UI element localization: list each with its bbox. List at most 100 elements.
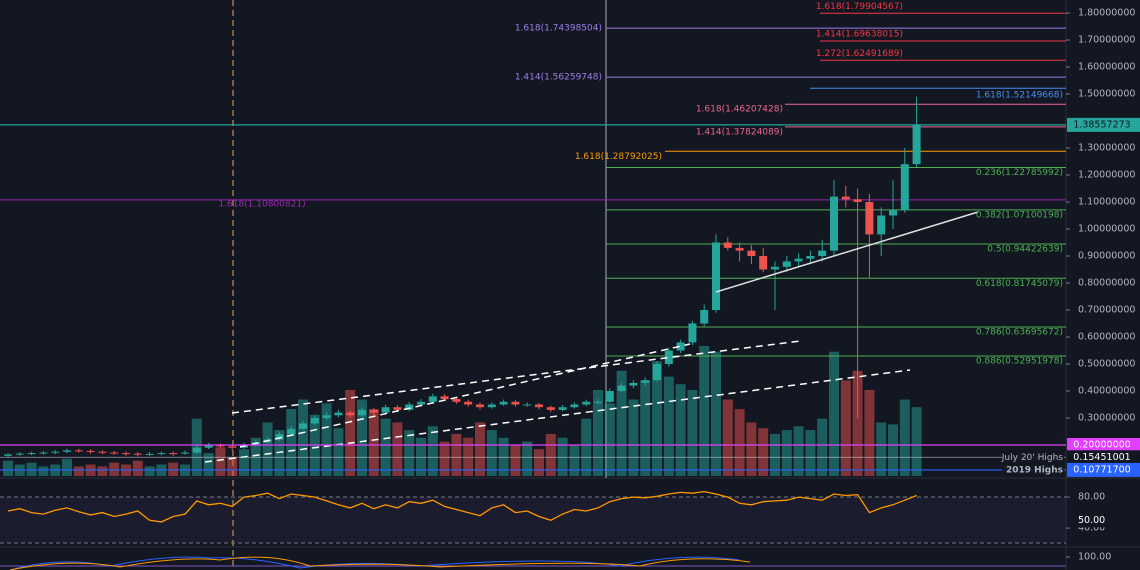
volume-bar (675, 384, 686, 476)
candle-body (440, 396, 449, 400)
volume-bar (534, 449, 544, 476)
volume-bar (3, 460, 13, 476)
candle-body (877, 215, 886, 235)
volume-bar (711, 351, 721, 476)
volume-bar (286, 409, 297, 476)
level-name: 2019 Highs (1006, 465, 1063, 475)
candle-body (181, 452, 189, 454)
candle-body (322, 415, 331, 418)
fib-label: 0.886(0.52951978) (976, 357, 1063, 367)
volume-bar (829, 351, 839, 476)
fib-label: 1.618(1.10800821) (218, 199, 305, 209)
level-name-box (1002, 451, 1064, 464)
y-tick-label: 1.00000000 (1078, 224, 1135, 235)
volume-bar (852, 370, 863, 476)
fib-label: 0.786(0.63695672) (976, 328, 1063, 338)
lower-tick-label: 100.00 (1078, 552, 1111, 563)
rsi-tick-label: 40.00 (1078, 523, 1105, 534)
rsi-tick-label: 80.00 (1078, 492, 1105, 503)
y-tick-label: 0.90000000 (1078, 251, 1135, 262)
y-tick-label: 1.50000000 (1078, 89, 1135, 100)
volume-bar (298, 399, 308, 476)
rsi-tag-label: 50.00 (1078, 515, 1105, 526)
volume-bar (239, 449, 249, 476)
fib-label: 1.414(1.69638015) (816, 29, 903, 39)
candle-body (169, 453, 178, 455)
candle-body (853, 199, 862, 202)
volume-bar (522, 441, 533, 476)
volume-bar (805, 430, 816, 476)
candle-body (452, 399, 461, 402)
candle-body (133, 453, 142, 455)
fib-label: 1.618(1.79904567) (816, 2, 903, 12)
volume-bar (38, 466, 49, 476)
candle-body (841, 196, 850, 200)
candle-body (617, 385, 626, 391)
volume-bar (640, 380, 651, 476)
candle-body (346, 412, 355, 416)
level-name: July 20' Highs (1001, 453, 1064, 463)
volume-bar (793, 426, 804, 476)
candle-body (98, 451, 107, 453)
candle-body (747, 250, 756, 256)
candle-body (865, 202, 874, 235)
candle-body (122, 453, 130, 455)
y-tick-label: 1.30000000 (1078, 143, 1135, 154)
price-tag (1067, 117, 1140, 132)
candle-body (712, 242, 720, 310)
candle-body (334, 412, 343, 416)
volume-bar (616, 370, 627, 476)
trend-line (715, 211, 979, 293)
volume-bar (663, 376, 674, 476)
volume-bar (357, 399, 367, 476)
marks (0, 12, 1066, 523)
volume-bar (722, 399, 733, 476)
candle-body (605, 391, 614, 402)
candle-body (216, 445, 225, 447)
candle-body (771, 266, 779, 270)
rsi-line (7, 490, 917, 523)
volume-bar (781, 430, 792, 476)
volume-bar (215, 447, 226, 476)
volume-bar (652, 361, 662, 476)
candle-body (782, 261, 791, 267)
volume-bar (817, 418, 828, 476)
candle-body (15, 453, 24, 455)
y-tick-label: 0.50000000 (1078, 359, 1135, 370)
candle-body (641, 380, 650, 383)
volume-bar (168, 462, 179, 476)
fib-label: 1.618(1.74398504) (515, 24, 602, 34)
candle-body (794, 258, 803, 262)
y-tick-label: 0.80000000 (1078, 278, 1135, 289)
volume-bar (333, 428, 344, 476)
rsi-band (0, 497, 1066, 543)
candle-body (487, 404, 496, 408)
price-tag-label: 0.15451001 (1073, 452, 1130, 463)
candle-body (51, 451, 60, 453)
volume-bar (132, 460, 143, 476)
lower-pane-curve (9, 556, 751, 570)
candle-body (86, 450, 95, 452)
volume-bar (746, 422, 757, 476)
volume-bar (274, 430, 285, 476)
fib-label: 1.272(1.62491689) (816, 49, 903, 59)
candle-body (676, 342, 685, 351)
candle-body (535, 404, 543, 408)
price-tag-label: 0.20000000 (1073, 440, 1130, 451)
fib-label: 0.5(0.94422639) (987, 245, 1063, 255)
candle-body (735, 247, 744, 251)
fib-label: 1.414(1.56259748) (515, 73, 602, 83)
candle-body (405, 404, 414, 410)
y-tick-label: 0.30000000 (1078, 413, 1135, 424)
volume-bar (864, 389, 875, 476)
trend-line (239, 343, 691, 448)
candle-body (464, 401, 473, 405)
volume-bar (380, 418, 391, 476)
volume-bar (510, 445, 521, 476)
rsi-tag (1074, 513, 1112, 528)
candle-body (499, 401, 508, 405)
y-tick-label: 0.60000000 (1078, 332, 1135, 343)
candle-body (818, 250, 827, 256)
